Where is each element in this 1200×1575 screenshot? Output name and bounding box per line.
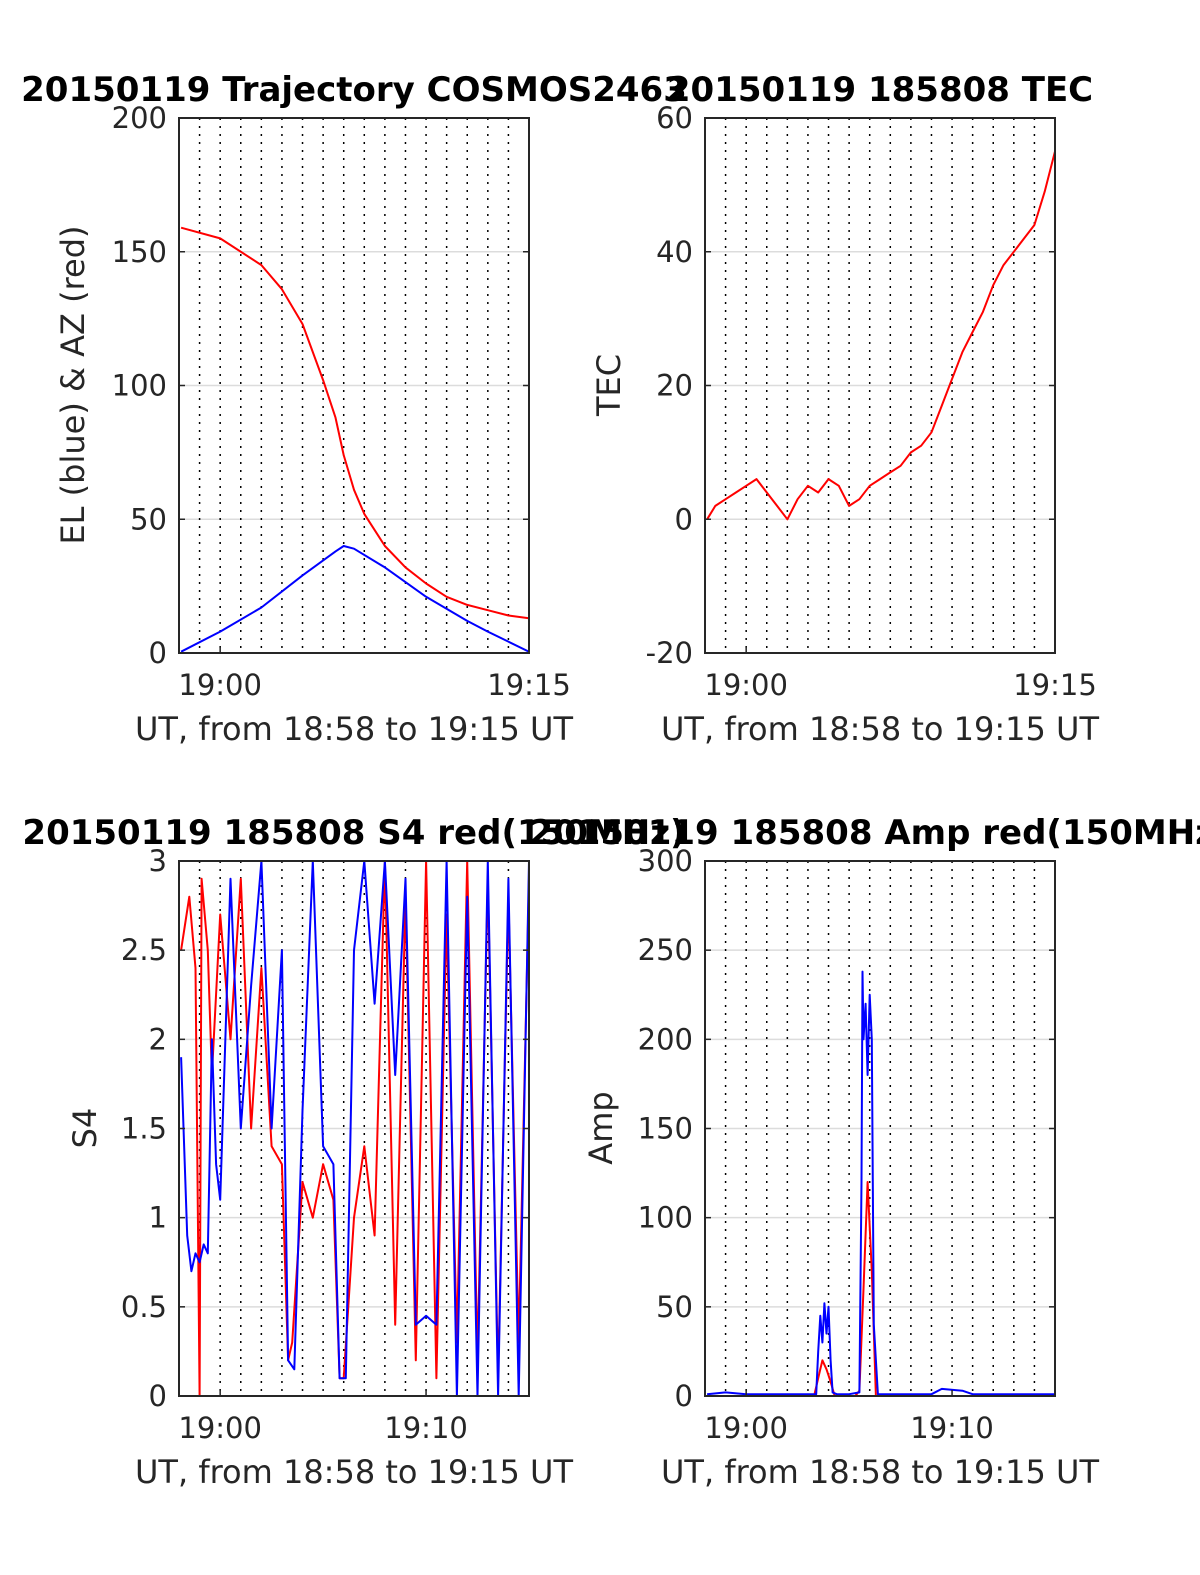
panel-tec: 20150119 185808 TEC UT, from 18:58 to 19…	[590, 70, 1099, 748]
y-tick-label: 300	[638, 844, 693, 878]
y-tick-label: 60	[656, 101, 693, 135]
series-line-blue	[707, 970, 1055, 1396]
panel-title: 20150119 185808 Amp red(150MHz)	[529, 813, 1200, 853]
panel-trajectory: 20150119 Trajectory COSMOS2463 UT, from …	[21, 70, 687, 748]
y-tick-label: 40	[656, 235, 693, 269]
y-tick-label: 0	[675, 502, 693, 536]
y-axis-label: S4	[66, 1108, 104, 1149]
y-tick-label: 100	[638, 1201, 693, 1235]
y-tick-label: 1	[149, 1201, 167, 1235]
y-tick-label: 50	[130, 502, 167, 536]
panel-title: 20150119 Trajectory COSMOS2463	[21, 70, 687, 110]
y-tick-label: 2.5	[121, 933, 167, 967]
series-line-blue	[180, 861, 529, 1396]
y-tick-label: 200	[112, 101, 167, 135]
x-tick-label: 19:00	[178, 1411, 262, 1445]
y-tick-label: 0	[675, 1379, 693, 1413]
y-tick-label: 50	[656, 1290, 693, 1324]
y-tick-label: 0	[149, 636, 167, 670]
y-axis-label: Amp	[582, 1091, 620, 1164]
series-line-red	[706, 151, 1055, 521]
x-axis-label: UT, from 18:58 to 19:15 UT	[661, 710, 1099, 748]
y-tick-label: 0.5	[121, 1290, 167, 1324]
x-tick-label: 19:15	[487, 668, 571, 702]
x-tick-label: 19:00	[704, 1411, 788, 1445]
series-line-red	[180, 226, 529, 620]
x-axis-label: UT, from 18:58 to 19:15 UT	[135, 1453, 573, 1491]
x-tick-label: 19:10	[910, 1411, 994, 1445]
x-tick-label: 19:10	[384, 1411, 468, 1445]
x-axis-label: UT, from 18:58 to 19:15 UT	[135, 710, 573, 748]
y-axis-label: EL (blue) & AZ (red)	[54, 225, 92, 544]
y-tick-label: 250	[638, 933, 693, 967]
y-tick-label: 1.5	[121, 1112, 167, 1146]
x-axis-label: UT, from 18:58 to 19:15 UT	[661, 1453, 1099, 1491]
x-tick-label: 19:15	[1013, 668, 1097, 702]
y-tick-label: 0	[149, 1379, 167, 1413]
panel-title: 20150119 185808 S4 red(150MHz)	[22, 813, 685, 853]
y-axis-label: TEC	[590, 354, 628, 417]
x-tick-label: 19:00	[178, 668, 262, 702]
panel-amp: 20150119 185808 Amp red(150MHz) UT, from…	[529, 813, 1200, 1491]
panel-s4: 20150119 185808 S4 red(150MHz) UT, from …	[22, 813, 685, 1491]
y-tick-label: 150	[638, 1112, 693, 1146]
y-tick-label: 3	[149, 844, 167, 878]
y-tick-label: 20	[656, 369, 693, 403]
y-tick-label: 150	[112, 235, 167, 269]
y-tick-label: 200	[638, 1022, 693, 1056]
panel-title: 20150119 185808 TEC	[667, 70, 1093, 110]
x-tick-label: 19:00	[704, 668, 788, 702]
series-line-blue	[180, 545, 529, 653]
y-tick-label: 2	[149, 1022, 167, 1056]
y-tick-label: 100	[112, 369, 167, 403]
y-tick-label: -20	[646, 636, 693, 670]
